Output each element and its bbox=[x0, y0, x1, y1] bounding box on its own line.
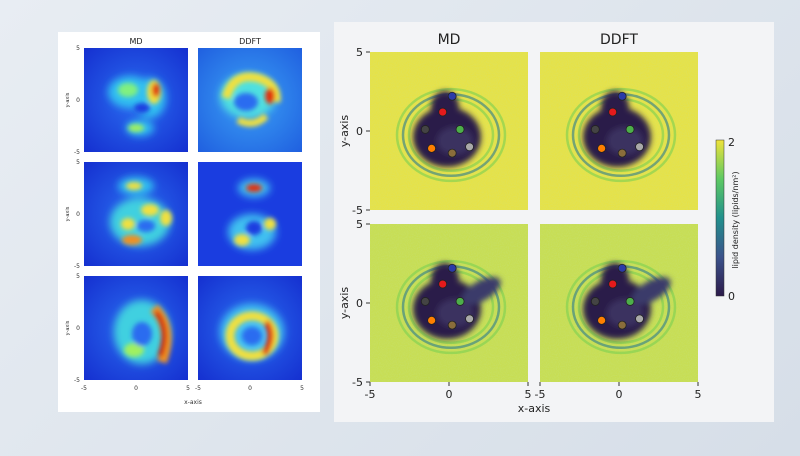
left-heatmap-svg: MD DDFT bbox=[65, 37, 304, 406]
left-panel-md-row3 bbox=[84, 276, 188, 380]
right-y-tick-label: 0 bbox=[356, 297, 363, 310]
colorbar-max-label: 2 bbox=[728, 136, 735, 149]
density-ripple bbox=[395, 87, 507, 183]
right-col-title-ddft: DDFT bbox=[600, 32, 638, 48]
right-axis-ticks: 50-550-5-5 0 5 -5 0 5 bbox=[352, 46, 701, 401]
left-y-tick-label: 5 bbox=[76, 273, 80, 280]
right-heatmap-figure: MD DDFT 5 0 -5 5 0 -5 -5 0 5 -5 0 5 x-axis y-axis y… bbox=[334, 22, 774, 422]
density-ripple bbox=[565, 87, 677, 183]
left-x-tick-label: 0 bbox=[248, 385, 252, 392]
density-ripple bbox=[395, 259, 507, 355]
left-col-title-md: MD bbox=[129, 37, 142, 46]
colorbar-label: lipid density (lipids/nm²) bbox=[731, 171, 740, 268]
left-y-axis-label-row3: y-axis bbox=[65, 320, 71, 335]
site-marker bbox=[447, 148, 457, 158]
right-y-tick-label: -5 bbox=[352, 376, 363, 389]
site-marker bbox=[465, 142, 474, 152]
left-y-tick-label: 5 bbox=[76, 45, 80, 52]
left-x-tick-label: 0 bbox=[134, 385, 138, 392]
left-y-axis-label-row1: y-axis bbox=[65, 92, 71, 107]
left-heatmap-figure: MD DDFT bbox=[58, 32, 320, 412]
right-markers bbox=[420, 91, 644, 330]
colorbar-min-label: 0 bbox=[728, 290, 735, 303]
left-y-tick-label: 0 bbox=[76, 97, 80, 104]
right-y-tick-label: 5 bbox=[356, 218, 363, 231]
left-panel-ddft-row1 bbox=[198, 48, 302, 152]
left-panel-ddft-row3 bbox=[198, 276, 302, 380]
right-x-tick-label: -5 bbox=[535, 388, 546, 401]
colorbar bbox=[715, 139, 725, 297]
density-ripple bbox=[565, 259, 677, 355]
left-y-tick-label: -5 bbox=[74, 149, 80, 156]
site-marker bbox=[597, 143, 607, 153]
site-marker bbox=[455, 297, 465, 306]
right-col-title-md: MD bbox=[438, 32, 461, 48]
right-heatmap-svg: MD DDFT 50-550-5-5 0 5 -5 0 5 x-axis y-axis y… bbox=[338, 32, 740, 415]
left-y-axis-label-row2: y-axis bbox=[65, 206, 71, 221]
right-panel-ddft-top bbox=[540, 52, 698, 210]
left-y-tick-label: 0 bbox=[76, 211, 80, 218]
site-marker bbox=[625, 297, 635, 306]
right-x-tick-label: 0 bbox=[616, 388, 623, 401]
right-x-axis-label: x-axis bbox=[518, 402, 551, 415]
left-x-tick-label: -5 bbox=[195, 385, 201, 392]
site-marker bbox=[617, 263, 627, 273]
right-panel-md-top bbox=[370, 52, 528, 210]
site-marker bbox=[597, 315, 607, 325]
left-panel-md-row1 bbox=[84, 48, 188, 152]
site-marker bbox=[625, 125, 635, 134]
site-marker bbox=[608, 279, 618, 289]
site-marker bbox=[465, 314, 474, 324]
right-y-tick-label: 0 bbox=[356, 125, 363, 138]
site-marker bbox=[427, 315, 437, 325]
site-marker bbox=[617, 91, 627, 101]
site-marker bbox=[635, 314, 644, 324]
left-panel-ddft-row2 bbox=[198, 162, 302, 266]
right-x-tick-label: 0 bbox=[446, 388, 453, 401]
left-y-tick-label: 0 bbox=[76, 325, 80, 332]
site-marker bbox=[608, 107, 618, 117]
site-marker bbox=[438, 279, 448, 289]
right-panel-ddft-bottom bbox=[540, 224, 698, 382]
site-marker bbox=[427, 143, 437, 153]
left-x-tick-label: -5 bbox=[81, 385, 87, 392]
left-y-tick-label: -5 bbox=[74, 263, 80, 270]
left-col-title-ddft: DDFT bbox=[239, 37, 261, 46]
left-y-tick-label: -5 bbox=[74, 377, 80, 384]
right-y-tick-label: -5 bbox=[352, 204, 363, 217]
right-y-axis-label-top: y-axis bbox=[338, 115, 351, 148]
left-axis-ticks: 50-550-550-5-5 0 5 -5 0 5 bbox=[74, 45, 304, 392]
site-marker bbox=[447, 91, 457, 101]
site-marker bbox=[455, 125, 465, 134]
left-y-tick-label: 5 bbox=[76, 159, 80, 166]
site-marker bbox=[420, 125, 430, 134]
site-marker bbox=[447, 320, 457, 330]
right-x-tick-label: 5 bbox=[695, 388, 702, 401]
right-x-tick-label: 5 bbox=[525, 388, 532, 401]
site-marker bbox=[635, 142, 644, 152]
right-y-tick-label: 5 bbox=[356, 46, 363, 59]
site-marker bbox=[617, 320, 627, 330]
right-y-axis-label-bottom: y-axis bbox=[338, 287, 351, 320]
site-marker bbox=[617, 148, 627, 158]
site-marker bbox=[438, 107, 448, 117]
left-x-tick-label: 5 bbox=[300, 385, 304, 392]
site-marker bbox=[590, 297, 600, 306]
left-x-axis-label: x-axis bbox=[184, 399, 202, 406]
site-marker bbox=[590, 125, 600, 134]
right-x-tick-label: -5 bbox=[365, 388, 376, 401]
left-x-tick-label: 5 bbox=[186, 385, 190, 392]
right-panel-md-bottom bbox=[370, 224, 528, 382]
left-panel-md-row2 bbox=[84, 162, 188, 266]
site-marker bbox=[420, 297, 430, 306]
site-marker bbox=[447, 263, 457, 273]
